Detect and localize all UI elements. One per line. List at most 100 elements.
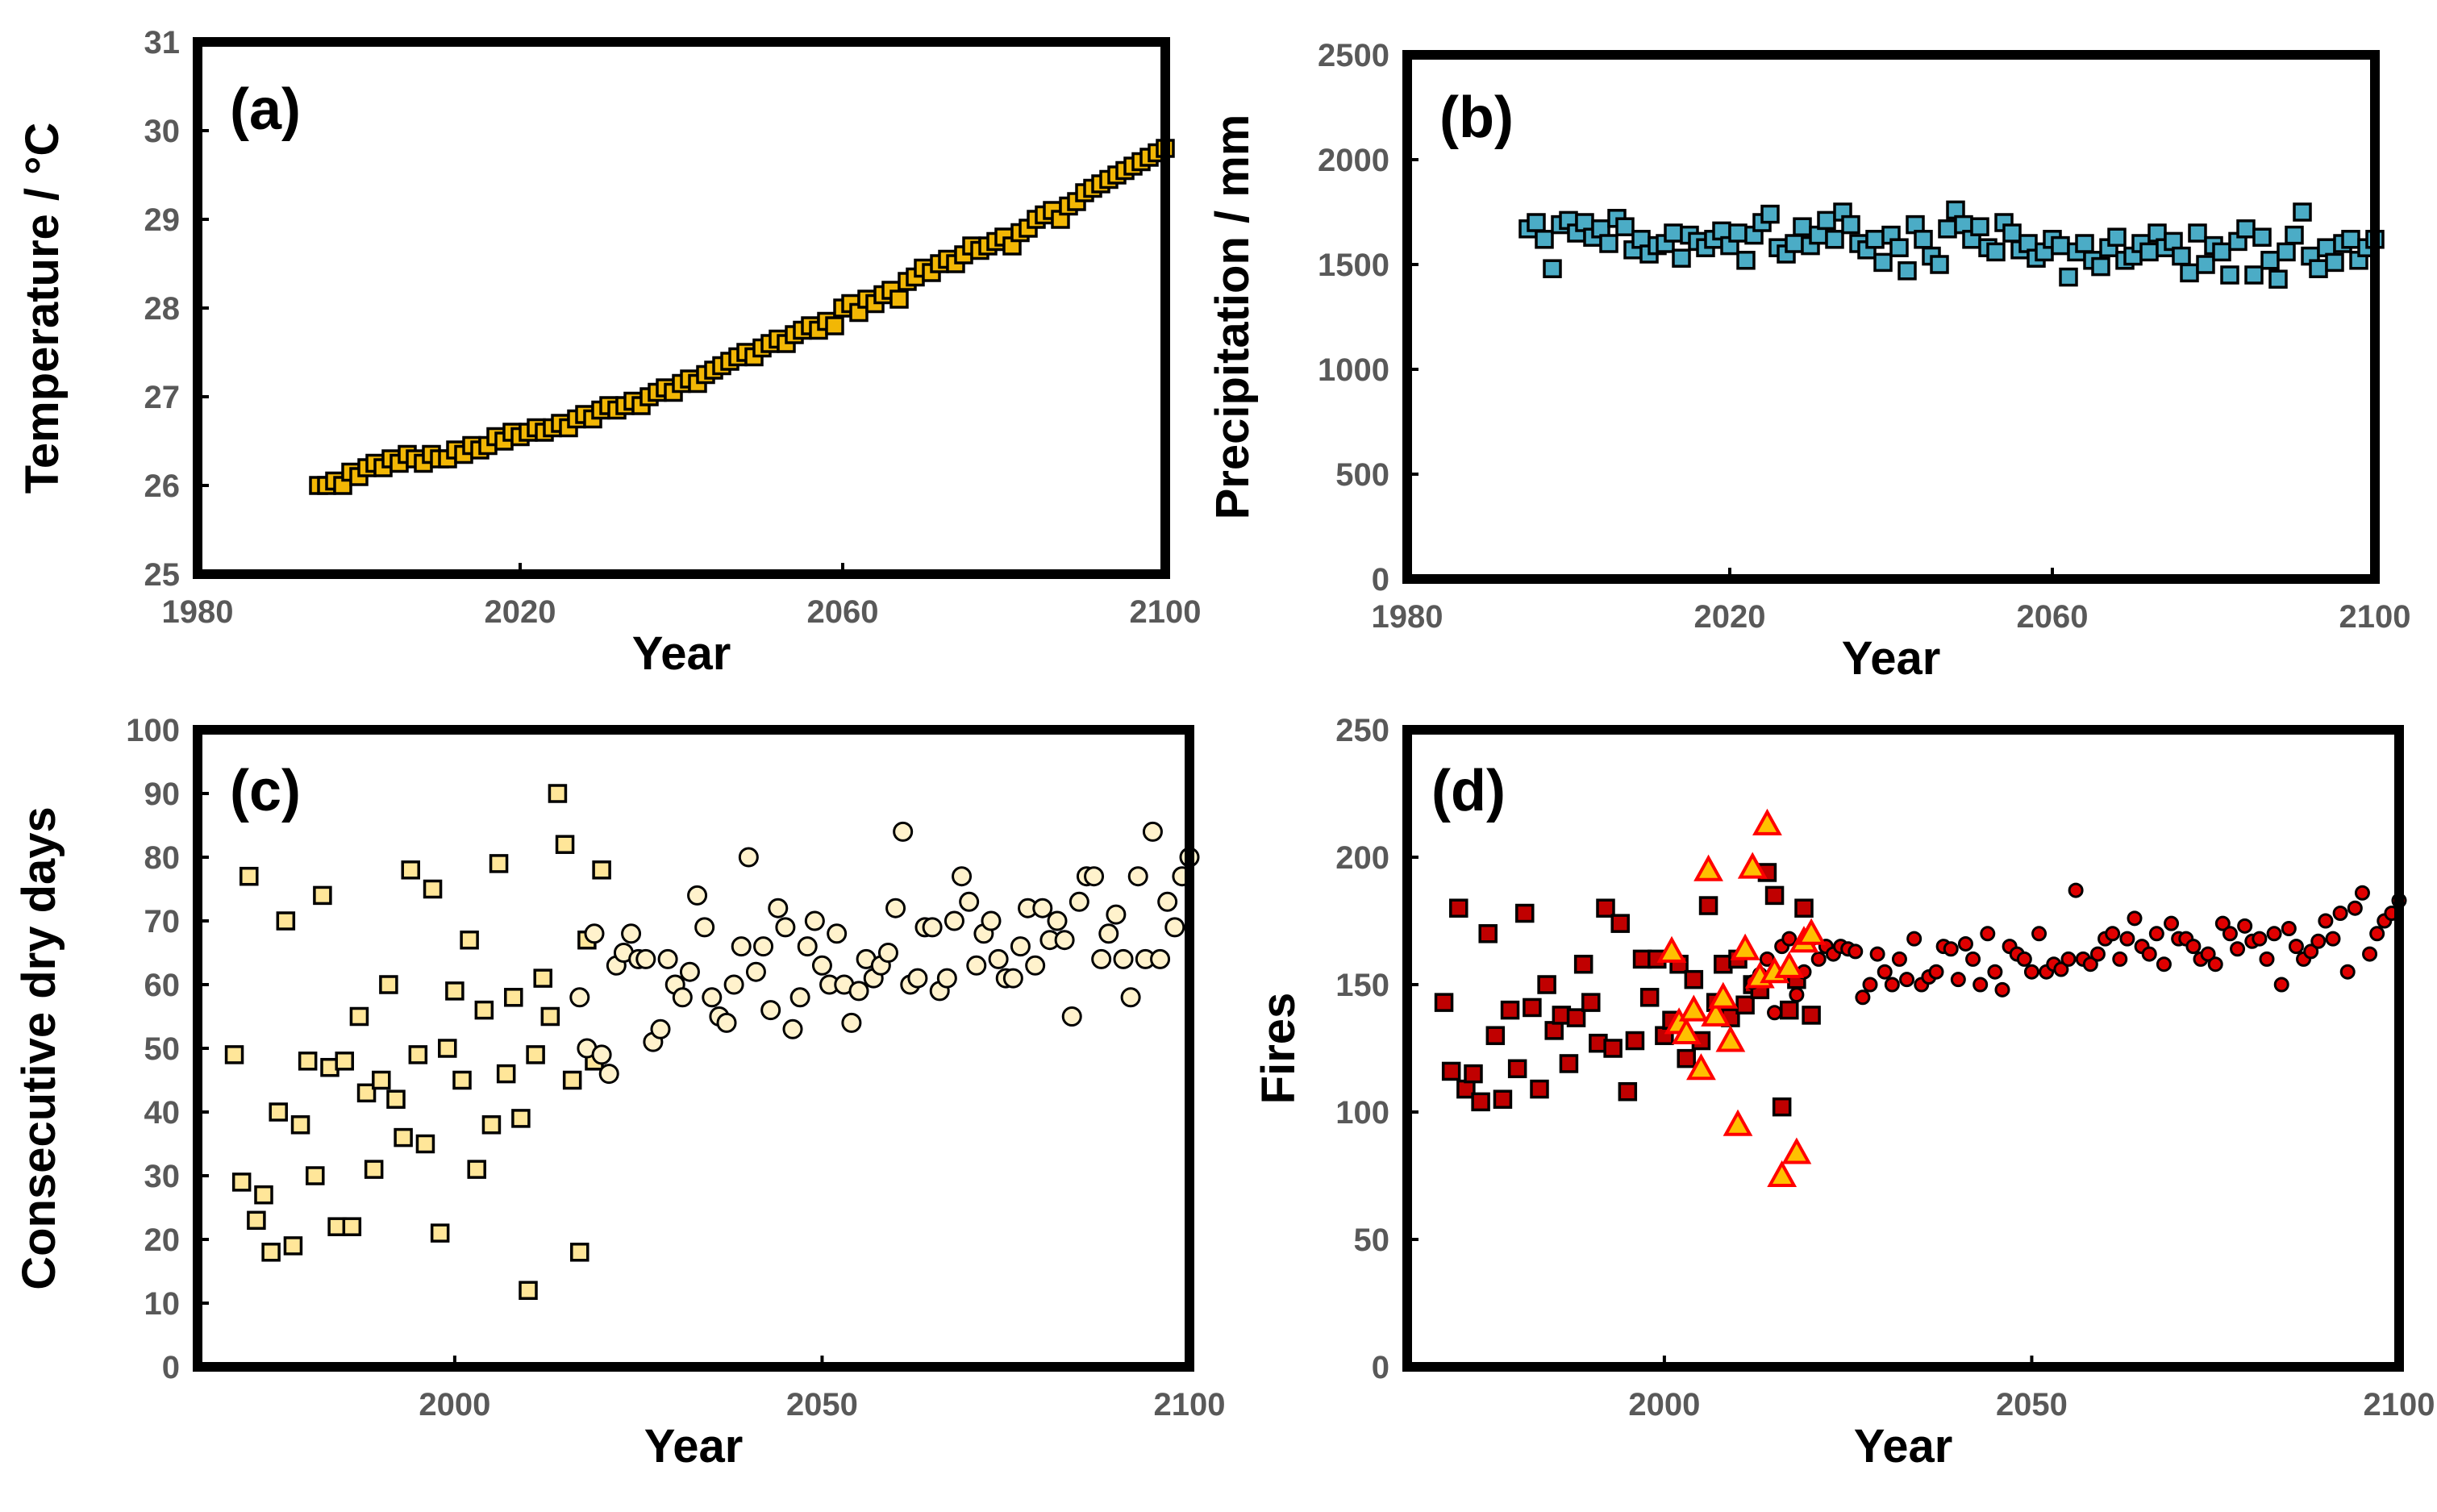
panel-d-point: [2016, 951, 2032, 967]
panel-c-point: [1098, 923, 1119, 944]
panel-b-point: [1793, 217, 1812, 236]
panel-c-point: [481, 1115, 502, 1135]
panel-c-point: [511, 1109, 531, 1128]
panel-d-y-tick-label: 150: [1335, 968, 1389, 1003]
panel-b-label: (b): [1439, 85, 1514, 150]
panel-c-plot-frame: [193, 725, 1194, 1372]
panel-c-point: [224, 1045, 244, 1064]
panel-c-point: [496, 1064, 516, 1084]
panel-b-point: [1889, 238, 1909, 257]
panel-c-point: [584, 923, 605, 944]
panel-d-point: [1862, 977, 1878, 993]
panel-d-point: [2259, 951, 2275, 967]
panel-d-point: [2127, 910, 2143, 927]
panel-a-x-tick-label: 1980: [162, 594, 234, 630]
panel-b-point: [1785, 234, 1804, 253]
panel-a-y-tick-label: 31: [144, 25, 181, 60]
panel-d-point: [2031, 926, 2047, 942]
panel-c-point: [298, 1052, 318, 1071]
panel-d-point: [1802, 1006, 1821, 1025]
panel-d-point: [1566, 1008, 1586, 1027]
panel-d-point: [1780, 1000, 1799, 1020]
panel-c-point: [1113, 948, 1134, 969]
panel-c-point: [261, 1243, 281, 1262]
panel-a-label: (a): [230, 77, 301, 142]
panel-b-point: [2075, 234, 2094, 253]
panel-c-point: [723, 974, 744, 995]
panel-c-point: [1069, 891, 1089, 912]
panel-c-point: [848, 981, 869, 1002]
panel-c-point: [401, 860, 420, 880]
panel-d-y-tick-label: 50: [1354, 1223, 1390, 1258]
panel-d-point: [1796, 918, 1827, 945]
panel-d-point: [1715, 1025, 1746, 1052]
panel-c-point: [231, 1173, 252, 1192]
panel-c-dry-days: 0 10 20 30 40 50 60 70 80 90 100 2000 2050 2100 Year Co…: [13, 713, 1225, 1472]
panel-d-point: [2200, 946, 2216, 962]
panel-d-point: [1537, 975, 1556, 994]
panel-c-point: [1002, 968, 1023, 989]
panel-b-point: [1898, 261, 1917, 281]
panel-d-point: [1950, 972, 1966, 988]
panel-d-point: [2310, 933, 2327, 949]
panel-b-point: [2260, 251, 2280, 270]
panel-c-point: [533, 968, 552, 988]
panel-a-x-tick-label: 2020: [485, 594, 556, 630]
panel-b-y-tick-label: 2000: [1318, 143, 1389, 178]
panel-d-point: [2362, 946, 2378, 962]
panel-d-point: [1677, 1048, 1696, 1068]
panel-d-point: [1701, 999, 1731, 1027]
panel-c-point: [1061, 1006, 1082, 1027]
panel-b-point: [2051, 235, 2070, 256]
panel-b-x-tick-label: 2020: [1694, 599, 1766, 635]
panel-b-point: [2293, 202, 2312, 222]
panel-c-point: [782, 1018, 803, 1039]
panel-d-point: [1810, 951, 1827, 967]
panel-c-point: [283, 1236, 303, 1256]
panel-d-point: [1656, 935, 1687, 963]
panel-d-y-tick-label: 100: [1335, 1095, 1389, 1131]
panel-d-point: [2119, 931, 2135, 947]
panel-d-point: [1877, 964, 1893, 980]
panel-d-point: [1980, 926, 1996, 942]
panel-d-point: [2369, 926, 2385, 942]
panel-c-point: [753, 936, 774, 957]
panel-c-y-tick-label: 30: [144, 1159, 181, 1194]
panel-c-y-axis-title: Consecutive dry days: [13, 806, 65, 1290]
panel-c-point: [445, 981, 464, 1001]
panel-c-x-axis-title: Year: [644, 1420, 744, 1472]
panel-c-point: [694, 917, 715, 938]
panel-d-point: [1735, 995, 1755, 1015]
panel-c-point: [1106, 904, 1127, 925]
panel-c-point: [635, 948, 656, 969]
panel-d-point: [1781, 931, 1798, 947]
panel-c-point: [504, 988, 523, 1007]
panel-d-point: [2214, 915, 2231, 931]
panel-c-point: [1032, 898, 1053, 918]
panel-c-point: [738, 847, 759, 868]
panel-b-point: [1841, 215, 1860, 235]
panel-d-x-tick-label: 2050: [1996, 1387, 2068, 1422]
panel-d-point: [2325, 931, 2341, 947]
panel-c-point: [570, 1243, 589, 1262]
panel-b-point: [1543, 259, 1562, 278]
panel-c-point: [519, 1281, 538, 1300]
panel-d-point: [1698, 896, 1718, 915]
panel-d-series-projected: [1744, 882, 2407, 1021]
panel-d-point: [1781, 1137, 1812, 1164]
panel-b-point: [2059, 267, 2078, 287]
panel-d-point: [2105, 926, 2121, 942]
panel-c-point: [489, 854, 509, 873]
panel-a-y-tick-label: 30: [144, 114, 181, 149]
panel-b-point: [2325, 252, 2344, 273]
panel-a-x-axis-title: Year: [632, 627, 731, 680]
panel-c-point: [592, 860, 611, 880]
panel-d-point: [2082, 956, 2098, 973]
panel-b-point: [2188, 223, 2207, 243]
panel-d-point: [1848, 943, 1864, 960]
panel-c-point: [959, 891, 980, 912]
panel-d-point: [1723, 1109, 1753, 1136]
panel-d-point: [2185, 939, 2202, 955]
panel-d-fires: 0 50 100 150 200 250 2000 2050 2100 Year Fires (d): [1252, 713, 2435, 1472]
